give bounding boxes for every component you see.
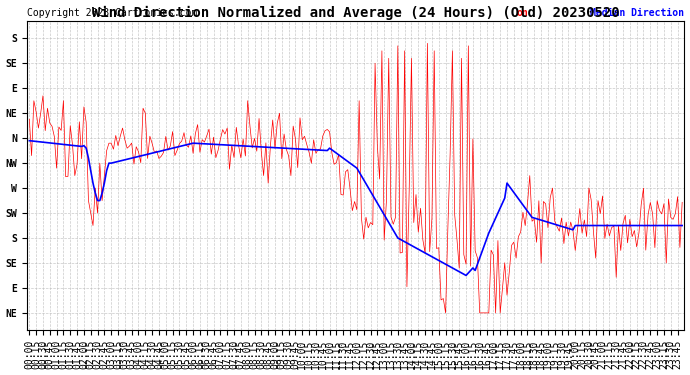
Title: Wind Direction Normalized and Average (24 Hours) (Old) 20230520: Wind Direction Normalized and Average (2… [92,6,620,20]
Text: Median Direction: Median Direction [591,8,684,18]
Text: Copyright 2023 Cartronics.com: Copyright 2023 Cartronics.com [27,8,197,18]
Text: on: on [516,8,528,18]
